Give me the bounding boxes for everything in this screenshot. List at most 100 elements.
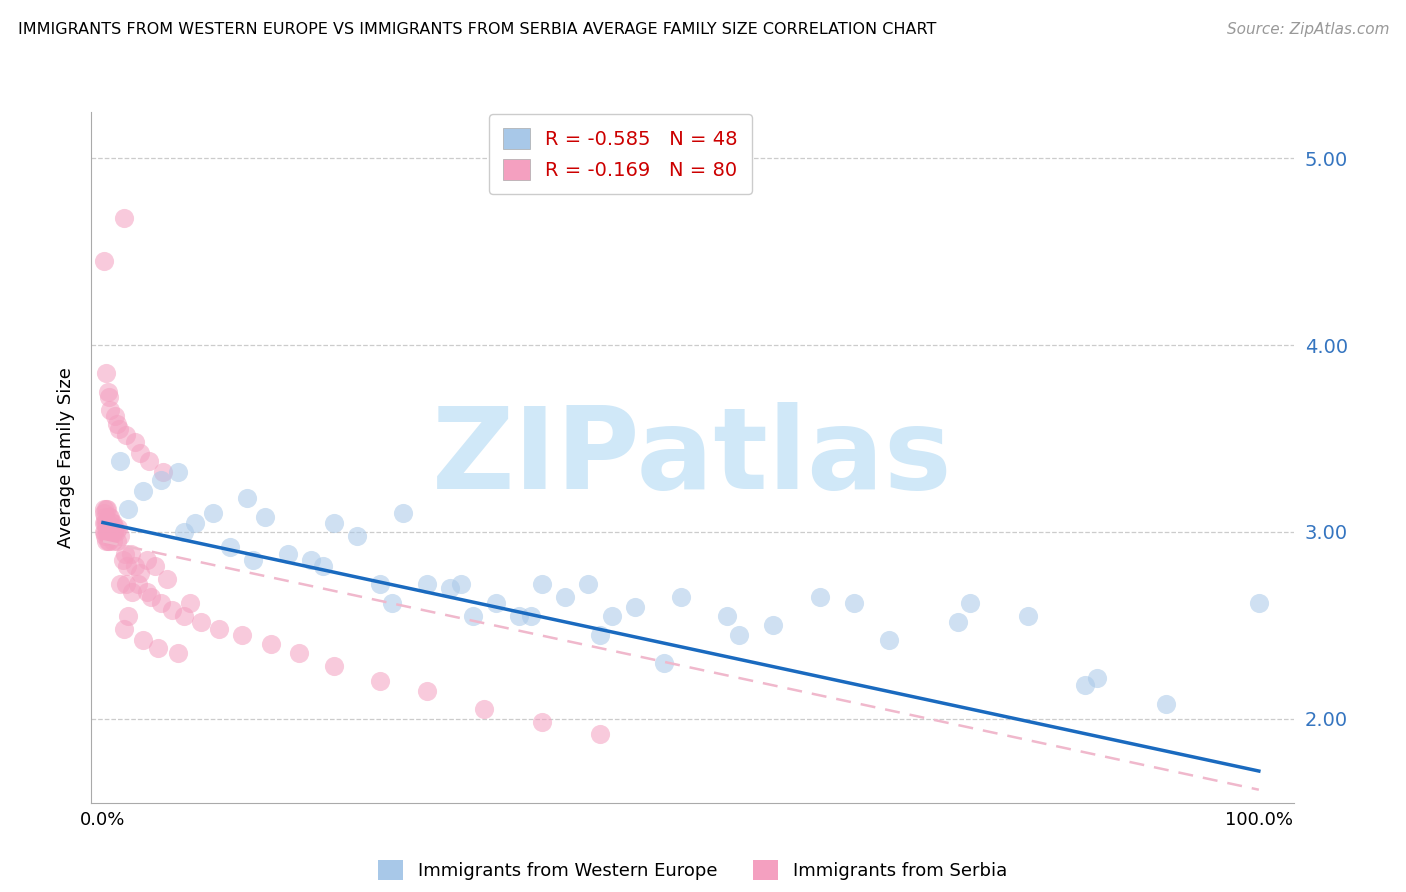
Point [727,627,749,641]
Point [94,510,117,524]
Point [259,637,281,651]
Point [149,596,172,610]
Point [129,446,152,460]
Point [129,566,152,580]
Point [96,502,118,516]
Point [100,516,122,530]
Point [242,553,264,567]
Point [669,591,692,605]
Point [121,584,143,599]
Point [103,521,125,535]
Point [94,516,117,530]
Point [111,553,134,567]
Text: IMMIGRANTS FROM WESTERN EUROPE VS IMMIGRANTS FROM SERBIA AVERAGE FAMILY SIZE COR: IMMIGRANTS FROM WESTERN EUROPE VS IMMIGR… [18,22,936,37]
Point [474,702,496,716]
Point [112,622,135,636]
Point [1085,671,1108,685]
Point [100,510,122,524]
Point [948,615,970,629]
Point [370,674,392,689]
Point [107,521,129,535]
Point [173,609,195,624]
Point [554,591,576,605]
Point [415,577,437,591]
Point [93,528,115,542]
Point [623,599,645,614]
Point [97,384,120,399]
Point [148,640,170,655]
Point [141,591,163,605]
Point [152,465,174,479]
Point [117,502,139,516]
Point [138,454,160,468]
Point [381,596,404,610]
Point [105,417,128,431]
Point [96,516,118,530]
Point [97,524,120,539]
Point [184,516,207,530]
Point [201,506,224,520]
Point [219,540,242,554]
Point [132,483,155,498]
Point [94,524,117,539]
Point [93,516,115,530]
Point [415,683,437,698]
Point [97,524,120,539]
Point [1074,678,1097,692]
Point [149,473,172,487]
Point [110,528,132,542]
Point [762,618,785,632]
Point [190,615,212,629]
Point [124,435,146,450]
Point [519,609,541,624]
Point [132,633,155,648]
Point [600,609,623,624]
Point [104,524,127,539]
Point [96,366,118,380]
Point [370,577,392,591]
Point [155,572,177,586]
Point [105,534,128,549]
Point [110,454,132,468]
Point [135,584,157,599]
Point [167,646,190,660]
Y-axis label: Average Family Size: Average Family Size [58,367,76,548]
Point [143,558,166,573]
Point [1017,609,1039,624]
Point [97,516,120,530]
Point [135,553,157,567]
Point [323,516,346,530]
Point [392,506,415,520]
Point [716,609,738,624]
Point [531,715,554,730]
Point [115,558,138,573]
Point [578,577,600,591]
Point [311,558,333,573]
Point [94,502,117,516]
Point [97,534,120,549]
Point [97,510,120,524]
Point [323,659,346,673]
Point [589,727,612,741]
Point [96,516,118,530]
Point [179,596,201,610]
Point [93,502,115,516]
Point [98,521,121,535]
Point [207,622,229,636]
Point [808,591,831,605]
Point [98,534,121,549]
Point [461,609,484,624]
Text: ZIPatlas: ZIPatlas [432,401,953,513]
Point [277,547,299,561]
Point [299,553,322,567]
Point [652,656,675,670]
Point [103,516,125,530]
Text: Source: ZipAtlas.com: Source: ZipAtlas.com [1226,22,1389,37]
Point [127,577,149,591]
Point [96,524,118,539]
Point [253,510,276,524]
Legend: Immigrants from Western Europe, Immigrants from Serbia: Immigrants from Western Europe, Immigran… [371,853,1014,888]
Point [98,390,121,404]
Point [508,609,530,624]
Point [103,524,125,539]
